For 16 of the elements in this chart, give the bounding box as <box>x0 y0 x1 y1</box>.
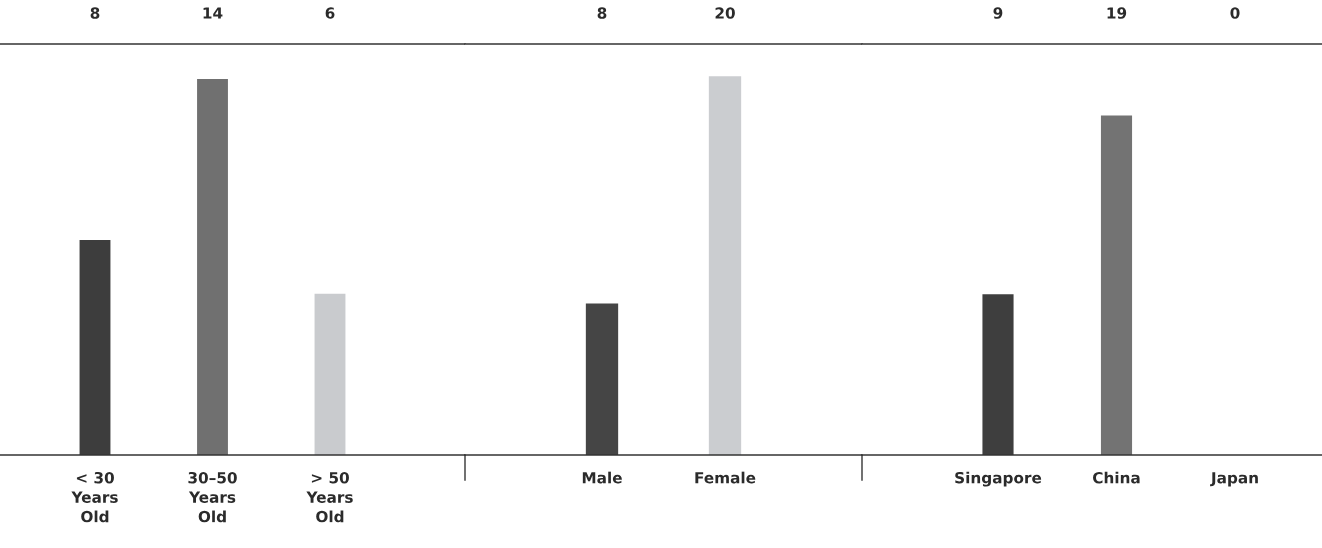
x-tick-label: > 50 Years Old <box>306 471 353 523</box>
data-label: 19 <box>1107 7 1127 19</box>
data-label: 0 <box>1230 7 1240 19</box>
x-tick-label: Singapore <box>955 471 1042 487</box>
data-label: 8 <box>90 7 100 19</box>
x-tick-label: China <box>1093 471 1140 484</box>
data-label: 20 <box>715 7 735 19</box>
data-label: 8 <box>597 7 607 19</box>
data-label: 9 <box>993 7 1003 19</box>
x-tick-label: Male <box>582 471 622 484</box>
data-label: 6 <box>325 7 335 19</box>
x-tick-label: Japan <box>1210 472 1258 487</box>
data-label: 14 <box>203 7 223 19</box>
x-tick-label: 30–50 Years Old <box>188 471 237 523</box>
x-tick-label: Female <box>695 471 756 484</box>
x-tick-label: < 30 Years Old <box>71 471 118 523</box>
